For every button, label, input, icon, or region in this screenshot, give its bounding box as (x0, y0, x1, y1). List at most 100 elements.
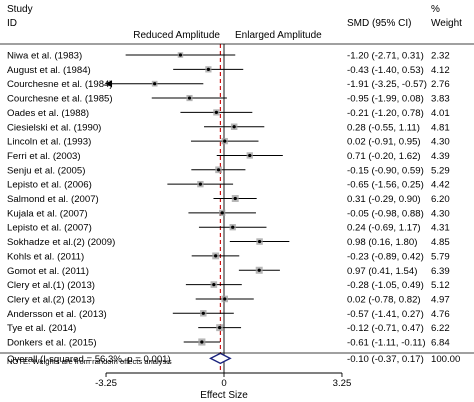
label-enlarged-amplitude: Enlarged Amplitude (235, 30, 322, 41)
study-label: Gomot et al. (2011) (7, 266, 89, 277)
study-point (223, 297, 227, 301)
study-point (198, 182, 203, 186)
study-label: Andersson et al. (2013) (7, 309, 107, 320)
study-weight: 4.97 (431, 294, 450, 305)
study-point (216, 168, 221, 172)
study-point (257, 239, 262, 244)
study-point (223, 139, 227, 143)
study-ci: -0.05 (-0.98, 0.88) (347, 208, 424, 219)
header-study: Study (7, 4, 33, 15)
study-label: Courchesne et al. (1985) (7, 94, 113, 105)
study-point (233, 196, 237, 201)
study-point (153, 82, 157, 86)
study-point (218, 326, 222, 330)
study-ci: 0.71 (-0.20, 1.62) (347, 151, 421, 162)
study-ci: -0.61 (-1.11, -0.11) (347, 338, 426, 349)
study-point (201, 311, 205, 315)
overall-diamond (209, 352, 232, 365)
study-ci: -0.21 (-1.20, 0.78) (347, 108, 424, 119)
study-weight: 4.42 (431, 180, 450, 191)
study-point (187, 96, 192, 100)
study-ci: 0.31 (-0.29, 0.90) (347, 194, 421, 205)
study-weight: 2.32 (431, 51, 450, 62)
overall-ci: -0.10 (-0.37, 0.17) (347, 354, 424, 365)
study-weight: 3.83 (431, 94, 450, 105)
overall-label: Overall (I-squared = 56.3%, p = 0.001) (7, 354, 171, 365)
study-label: Salmond et al. (2007) (7, 194, 99, 205)
study-ci: -0.15 (-0.90, 0.59) (347, 165, 424, 176)
weights-note: NOTE: Weights are from random effects an… (7, 357, 172, 366)
study-weight: 4.39 (431, 151, 450, 162)
study-ci: -0.95 (-1.99, 0.08) (347, 94, 424, 105)
study-ci: -0.43 (-1.40, 0.53) (347, 65, 424, 76)
study-ci: 0.98 (0.16, 1.80) (347, 237, 417, 248)
header-id: ID (7, 18, 17, 29)
study-label: Niwa et al. (1983) (7, 51, 82, 62)
x-axis: -3.25 0 3.25 (95, 372, 352, 389)
study-point (178, 53, 183, 57)
study-weight: 6.39 (431, 266, 450, 277)
study-label: August et al. (1984) (7, 65, 91, 76)
study-point (248, 153, 252, 158)
study-ci: 0.97 (0.41, 1.54) (347, 266, 417, 277)
study-label: Senju et al. (2005) (7, 165, 85, 176)
study-label: Sokhadze et al.(2) (2009) (7, 237, 115, 248)
study-weight: 5.79 (431, 251, 450, 262)
study-ci: -0.57 (-1.41, 0.27) (347, 309, 424, 320)
study-ci: 0.02 (-0.91, 0.95) (347, 137, 421, 148)
study-weight: 6.84 (431, 338, 450, 349)
study-label: Oades et al. (1988) (7, 108, 89, 119)
study-weight: 5.12 (431, 280, 450, 291)
study-ci: -1.91 (-3.25, -0.57) (347, 79, 427, 90)
study-label: Lepisto et al. (2006) (7, 180, 92, 191)
study-ci: -0.23 (-0.89, 0.42) (347, 251, 424, 262)
study-point (212, 283, 216, 287)
study-label: Lepisto et al. (2007) (7, 223, 92, 234)
study-label: Clery et al.(1) (2013) (7, 280, 95, 291)
header-weight-pct: % (431, 4, 440, 15)
study-point (231, 225, 235, 229)
x-axis-label: Effect Size (200, 390, 248, 401)
study-weight: 6.20 (431, 194, 450, 205)
study-ci: 0.24 (-0.69, 1.17) (347, 223, 421, 234)
study-weight: 4.30 (431, 208, 450, 219)
study-point (220, 211, 224, 215)
overall-weight: 100.00 (431, 354, 460, 365)
study-weight: 6.22 (431, 323, 450, 334)
study-label: Kohls et al. (2011) (7, 251, 84, 262)
study-ci: -0.65 (-1.56, 0.25) (347, 180, 424, 191)
study-point (200, 340, 204, 344)
study-weight: 5.29 (431, 165, 450, 176)
x-tick-label: 3.25 (333, 378, 352, 389)
study-label: Kujala et al. (2007) (7, 208, 88, 219)
study-weight: 4.81 (431, 122, 450, 133)
study-label: Courchesne et al. (1984) (7, 79, 113, 90)
header-weight: Weight (431, 18, 462, 29)
study-rows: Niwa et al. (1983) -1.20 (-2.71, 0.31) 2.3… (7, 44, 460, 373)
study-weight: 4.85 (431, 237, 450, 248)
header-smd: SMD (95% CI) (347, 18, 411, 29)
study-point (257, 268, 261, 272)
study-ci: -0.12 (-0.71, 0.47) (347, 323, 424, 334)
study-point (214, 110, 218, 114)
study-point (214, 254, 218, 258)
study-weight: 4.30 (431, 137, 450, 148)
study-label: Lincoln et al. (1993) (7, 137, 91, 148)
study-weight: 4.12 (431, 65, 450, 76)
x-tick-label: 0 (221, 378, 226, 389)
study-ci: -1.20 (-2.71, 0.31) (347, 51, 424, 62)
study-label: Donkers et al. (2015) (7, 338, 97, 349)
study-label: Ciesielski et al. (1990) (7, 122, 101, 133)
ci-arrow (105, 80, 113, 88)
study-label: Clery et al.(2) (2013) (7, 294, 95, 305)
x-tick-label: -3.25 (95, 378, 117, 389)
study-point (206, 67, 210, 71)
study-point (232, 125, 236, 129)
study-ci: 0.02 (-0.78, 0.82) (347, 294, 421, 305)
study-ci: -0.28 (-1.05, 0.49) (347, 280, 424, 291)
study-weight: 4.76 (431, 309, 450, 320)
study-weight: 2.76 (431, 79, 450, 90)
study-weight: 4.31 (431, 223, 450, 234)
study-weight: 4.01 (431, 108, 450, 119)
